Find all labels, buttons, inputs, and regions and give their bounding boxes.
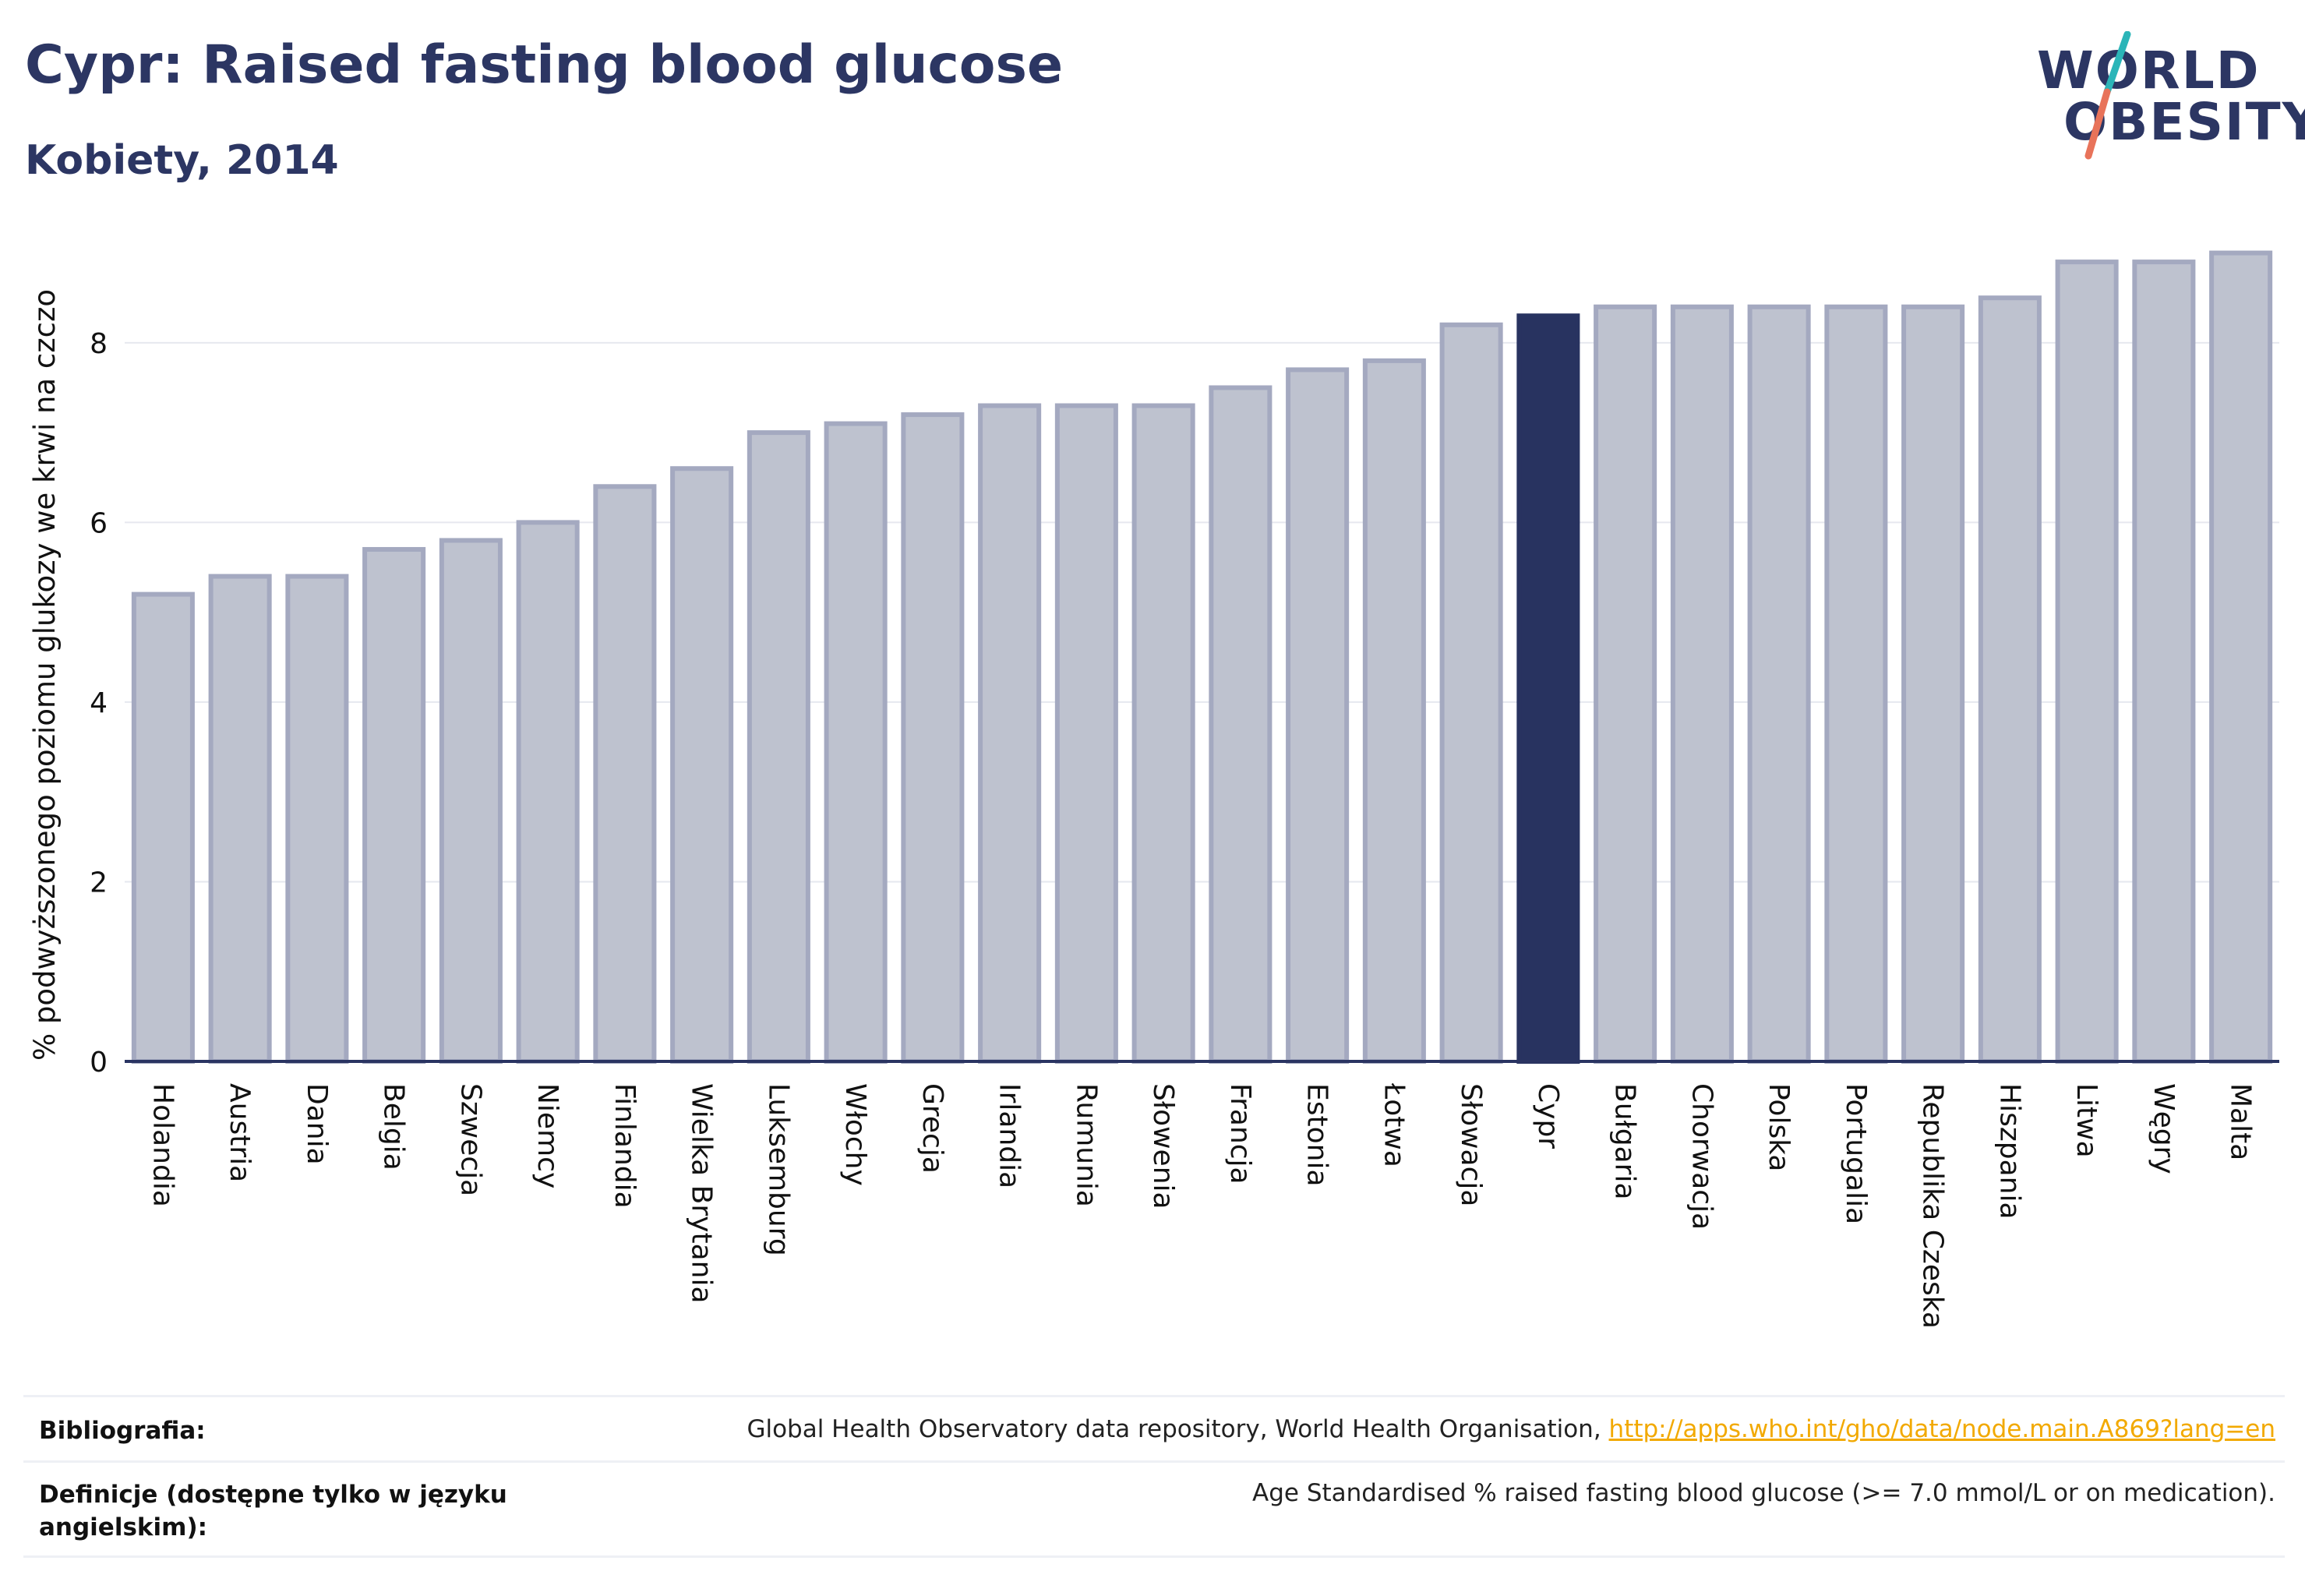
x-tick-label: Portugalia [1840,1083,1872,1224]
x-tick-label: Malta [2225,1083,2257,1160]
x-tick-label: Chorwacja [1686,1083,1717,1230]
x-tick-label: Słowenia [1147,1083,1179,1209]
bar [1901,304,1965,1064]
y-tick-label: 0 [90,1047,108,1079]
logo-slash-icon [2084,31,2131,160]
x-tick-label: Irlandia [994,1083,1025,1188]
x-tick-label: Cypr [1532,1083,1564,1149]
bar-chart: 0 2 4 6 8 Holandia Austria Dania Belgia Szwecja Ni… [28,250,2279,1329]
x-tick-label: Hiszpania [1993,1083,2025,1220]
bar [1209,385,1273,1064]
chart-subtitle: Kobiety, 2014 [25,137,339,184]
x-tick-label: Holandia [146,1083,178,1207]
bibliography-link[interactable]: http://apps.who.int/gho/data/node.main.A… [1608,1415,2275,1443]
bibliography-value: Global Health Observatory data repositor… [747,1415,2275,1443]
x-tick-label: Łotwa [1378,1082,1410,1167]
x-tick-label: Republika Czeska [1917,1083,1949,1329]
footer-divider-middle [23,1460,2285,1463]
bar [824,421,888,1064]
x-tick-label: Włochy [839,1083,871,1186]
bar [1362,358,1426,1065]
x-tick-label: Estonia [1301,1083,1333,1187]
y-axis-label: % podwyższonego poziomu glukozy we krwi … [28,289,62,1061]
bar [1978,295,2042,1065]
x-tick-label: Grecja [916,1083,948,1174]
footer-bibliography-row: Bibliografia: Global Health Observatory … [23,1411,2285,1457]
footer-divider-top [23,1395,2285,1397]
x-tick-label: Litwa [2070,1083,2102,1158]
bar [1286,367,1350,1064]
bar [2209,250,2273,1064]
bar [1439,322,1503,1064]
x-tick-label: Niemcy [531,1083,563,1188]
bar [439,538,503,1064]
bar [2055,260,2119,1064]
x-tick-label: Finlandia [609,1083,641,1209]
bar [747,430,810,1064]
bar [978,403,1042,1064]
x-tick-label: Belgia [378,1083,410,1171]
bar [1670,304,1734,1064]
bar [516,520,580,1064]
bar [2132,260,2196,1064]
bar [208,574,272,1064]
y-tick-label: 8 [90,328,108,360]
x-tick-label: Bułgaria [1609,1083,1641,1200]
bar [670,466,734,1064]
y-tick-label: 6 [90,507,108,539]
bar [285,574,349,1064]
logo-word-1: WORLD [2037,41,2261,101]
bar-highlight [1516,313,1580,1065]
y-tick-label: 2 [90,867,108,899]
bar [131,591,195,1064]
definitions-value: Age Standardised % raised fasting blood … [1252,1479,2275,1507]
x-tick-label: Rumunia [1070,1083,1102,1207]
chart-title: Cypr: Raised fasting blood glucose [25,34,1064,96]
footer-divider-bottom [23,1555,2285,1558]
bar [1054,403,1118,1064]
x-tick-label: Słowacja [1455,1083,1487,1206]
x-tick-label: Luksemburg [762,1083,794,1256]
definitions-label: Definicje (dostępne tylko w języku angie… [39,1481,507,1541]
x-tick-label: Dania [301,1083,333,1165]
bibliography-text: Global Health Observatory data repositor… [747,1415,1609,1443]
bar [901,412,965,1064]
bar [362,546,426,1064]
x-tick-label: Polska [1763,1083,1795,1171]
x-tick-label: Wielka Brytania [686,1083,718,1304]
bar [1824,304,1888,1064]
x-tick-label: Austria [224,1083,256,1182]
bar [1594,304,1657,1064]
world-obesity-logo: WORLD OBESITY [2026,31,2305,164]
bar [1747,304,1811,1064]
y-tick-label: 4 [90,687,108,719]
bar [593,484,657,1064]
x-tick-label: Szwecja [454,1083,486,1196]
bar [1131,403,1195,1064]
footer-definitions-row: Definicje (dostępne tylko w języku angie… [23,1476,2285,1554]
x-tick-label: Węgry [2148,1083,2180,1174]
x-tick-label: Francja [1224,1083,1256,1185]
bibliography-label: Bibliografia: [39,1417,206,1445]
